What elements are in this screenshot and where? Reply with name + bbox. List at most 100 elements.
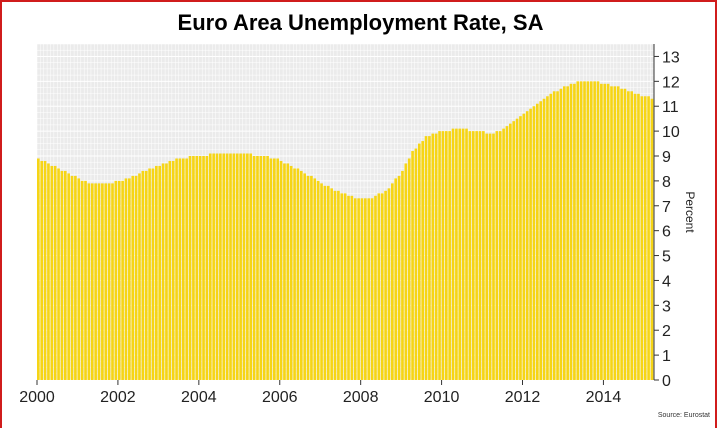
bar bbox=[360, 198, 364, 380]
bar bbox=[306, 175, 310, 380]
bar bbox=[556, 91, 559, 381]
bar bbox=[498, 131, 502, 380]
bar bbox=[208, 153, 212, 380]
bar bbox=[101, 183, 104, 380]
bar bbox=[343, 193, 347, 380]
bar bbox=[397, 175, 401, 380]
bar bbox=[603, 83, 607, 381]
bar bbox=[239, 153, 242, 380]
bar bbox=[515, 118, 519, 381]
bar bbox=[299, 170, 303, 380]
bar bbox=[509, 123, 512, 381]
bar bbox=[417, 143, 421, 380]
bar bbox=[539, 101, 542, 380]
bar bbox=[124, 178, 128, 380]
bar bbox=[522, 113, 526, 380]
bar bbox=[488, 133, 492, 380]
bar bbox=[37, 158, 40, 380]
bar bbox=[542, 98, 546, 380]
bar bbox=[252, 156, 256, 380]
bar bbox=[640, 96, 644, 381]
bar bbox=[104, 183, 108, 380]
y-tick-label: 10 bbox=[662, 124, 680, 141]
y-tick-label: 5 bbox=[662, 249, 671, 266]
bar bbox=[552, 91, 556, 381]
bar bbox=[205, 156, 209, 380]
y-tick-label: 13 bbox=[662, 49, 680, 66]
y-tick-label: 2 bbox=[662, 323, 671, 340]
bar bbox=[475, 131, 478, 380]
bar bbox=[269, 158, 273, 380]
source-note: Source: Eurostat bbox=[658, 412, 710, 419]
y-tick-label: 12 bbox=[662, 74, 680, 91]
bar bbox=[293, 168, 296, 380]
bar bbox=[97, 183, 101, 380]
x-tick-label: 2010 bbox=[424, 389, 460, 406]
bar bbox=[451, 128, 455, 380]
bar bbox=[165, 163, 168, 380]
bar bbox=[131, 175, 135, 380]
bar bbox=[181, 158, 185, 380]
bar bbox=[546, 96, 549, 381]
bar bbox=[57, 168, 60, 380]
bar bbox=[478, 131, 482, 380]
bar bbox=[188, 156, 192, 380]
bar bbox=[195, 156, 199, 380]
bar bbox=[519, 116, 522, 380]
bar bbox=[175, 158, 178, 380]
bar bbox=[606, 83, 610, 381]
bar bbox=[411, 151, 414, 380]
bar bbox=[222, 153, 226, 380]
bar bbox=[485, 133, 489, 380]
bar bbox=[532, 106, 536, 380]
bar bbox=[289, 165, 293, 380]
bar bbox=[43, 160, 47, 380]
bar bbox=[630, 91, 634, 381]
bar bbox=[566, 86, 569, 381]
x-axis: 2000 2002 2004 2006 2008 2010 2012 2014 bbox=[19, 380, 621, 406]
bar bbox=[53, 165, 57, 380]
bar bbox=[134, 175, 138, 380]
bar bbox=[340, 193, 344, 380]
bar bbox=[235, 153, 239, 380]
bar bbox=[326, 185, 330, 380]
chart-title: Euro Area Unemployment Rate, SA bbox=[177, 10, 544, 35]
bar bbox=[60, 170, 64, 380]
bar bbox=[107, 183, 111, 380]
bar bbox=[215, 153, 219, 380]
bar bbox=[441, 131, 445, 380]
bar bbox=[202, 156, 205, 380]
bar bbox=[212, 153, 215, 380]
bar bbox=[421, 141, 424, 380]
bar bbox=[569, 83, 573, 381]
bar bbox=[111, 183, 114, 380]
bar bbox=[633, 93, 637, 381]
bar bbox=[144, 170, 148, 380]
bar bbox=[178, 158, 182, 380]
bar bbox=[583, 81, 586, 380]
bar bbox=[492, 133, 495, 380]
bar bbox=[407, 158, 411, 380]
bar bbox=[192, 156, 195, 380]
bar bbox=[229, 153, 232, 380]
bar bbox=[84, 180, 87, 380]
y-tick-label: 4 bbox=[662, 273, 671, 290]
y-axis-title: Percent bbox=[683, 191, 697, 233]
x-tick-label: 2012 bbox=[505, 389, 541, 406]
bar bbox=[320, 183, 323, 380]
bar bbox=[357, 198, 360, 380]
bar bbox=[647, 96, 650, 381]
y-tick-label: 6 bbox=[662, 224, 671, 241]
bar bbox=[148, 168, 151, 380]
bar bbox=[67, 173, 70, 380]
bar bbox=[117, 180, 121, 380]
bar bbox=[374, 195, 377, 380]
bar bbox=[283, 163, 286, 380]
bar bbox=[47, 163, 50, 380]
bar bbox=[610, 86, 613, 381]
bar bbox=[262, 156, 266, 380]
bar bbox=[623, 88, 627, 381]
bar bbox=[444, 131, 448, 380]
x-tick-label: 2006 bbox=[262, 389, 298, 406]
